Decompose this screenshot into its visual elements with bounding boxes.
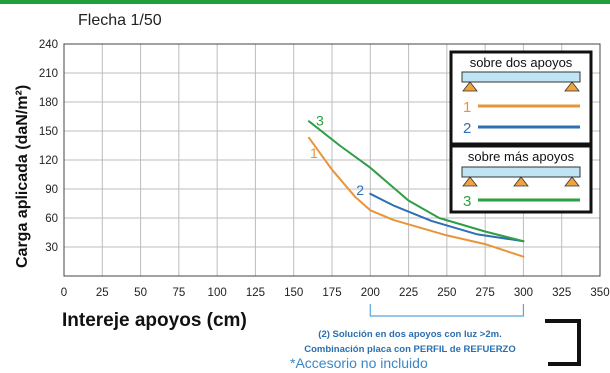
series-3-line: [308, 120, 525, 243]
y-tick-label: 90: [45, 184, 58, 196]
x-tick-label: 300: [514, 287, 533, 299]
legend-entry-3-label: 3: [463, 193, 471, 210]
y-tick-label: 30: [45, 242, 58, 254]
x-axis-title: Intereje apoyos (cm): [62, 310, 247, 331]
support-triangle-icon: [513, 176, 529, 187]
y-axis-title: Carga aplicada (daN/m²): [14, 85, 31, 268]
chart-title: Flecha 1/50: [78, 12, 162, 29]
x-tick-label: 25: [96, 287, 109, 299]
series-2-line: [369, 192, 525, 243]
legend: sobre dos apoyos 1 2 sobre más apoyos 3: [449, 50, 593, 214]
x-tick-label: 175: [322, 287, 341, 299]
series-1-line: [308, 136, 525, 258]
support-triangle-icon: [564, 176, 580, 187]
x-tick-label: 200: [361, 287, 380, 299]
reinforcement-profile-icon: [545, 319, 581, 366]
y-tick-label: 60: [45, 213, 58, 225]
beam-icon: [461, 166, 581, 178]
y-tick-label: 210: [39, 68, 58, 80]
series-lines: [308, 120, 525, 258]
x-tick-label: 250: [437, 287, 456, 299]
range-bracket: [369, 304, 525, 317]
x-tick-label: 325: [552, 287, 571, 299]
beam-icon: [461, 71, 581, 83]
y-tick-label: 240: [39, 39, 58, 51]
legend-entry-1-label: 1: [463, 99, 471, 116]
top-green-bar: [0, 0, 610, 4]
footnote: *Accesorio no incluido: [290, 355, 428, 371]
y-tick-label: 180: [39, 97, 58, 109]
y-tick-label: 150: [39, 126, 58, 138]
x-tick-label: 0: [61, 287, 67, 299]
plot-frame: [63, 43, 601, 277]
x-tick-label: 150: [284, 287, 303, 299]
support-triangle-icon: [462, 176, 478, 187]
support-triangle-icon: [564, 81, 580, 92]
x-tick-label: 50: [134, 287, 147, 299]
legend-title-more-supports: sobre más apoyos: [468, 149, 575, 164]
x-tick-label: 100: [208, 287, 227, 299]
x-tick-labels: 0 25 50 75 100 125 150 175 200 225 250 275 300 325 350: [61, 287, 610, 299]
y-tick-labels: 30 60 90 120 150 180 210 240: [39, 39, 58, 254]
series-1-label: 1: [310, 145, 318, 161]
series-2-label: 2: [356, 182, 364, 198]
series-3-label: 3: [316, 112, 324, 128]
x-tick-label: 350: [590, 287, 609, 299]
support-triangle-icon: [462, 81, 478, 92]
legend-title-two-supports: sobre dos apoyos: [470, 55, 573, 70]
note-line-2: Combinación placa con PERFIL de REFUERZO: [304, 344, 516, 355]
y-tick-label: 120: [39, 155, 58, 167]
x-tick-label: 225: [399, 287, 418, 299]
note-line-1: (2) Solución en dos apoyos con luz >2m.: [318, 329, 501, 340]
x-tick-label: 75: [172, 287, 185, 299]
legend-box-two-supports: [449, 50, 593, 146]
x-tick-label: 125: [246, 287, 265, 299]
x-tick-label: 275: [476, 287, 495, 299]
legend-entry-2-label: 2: [463, 120, 471, 137]
